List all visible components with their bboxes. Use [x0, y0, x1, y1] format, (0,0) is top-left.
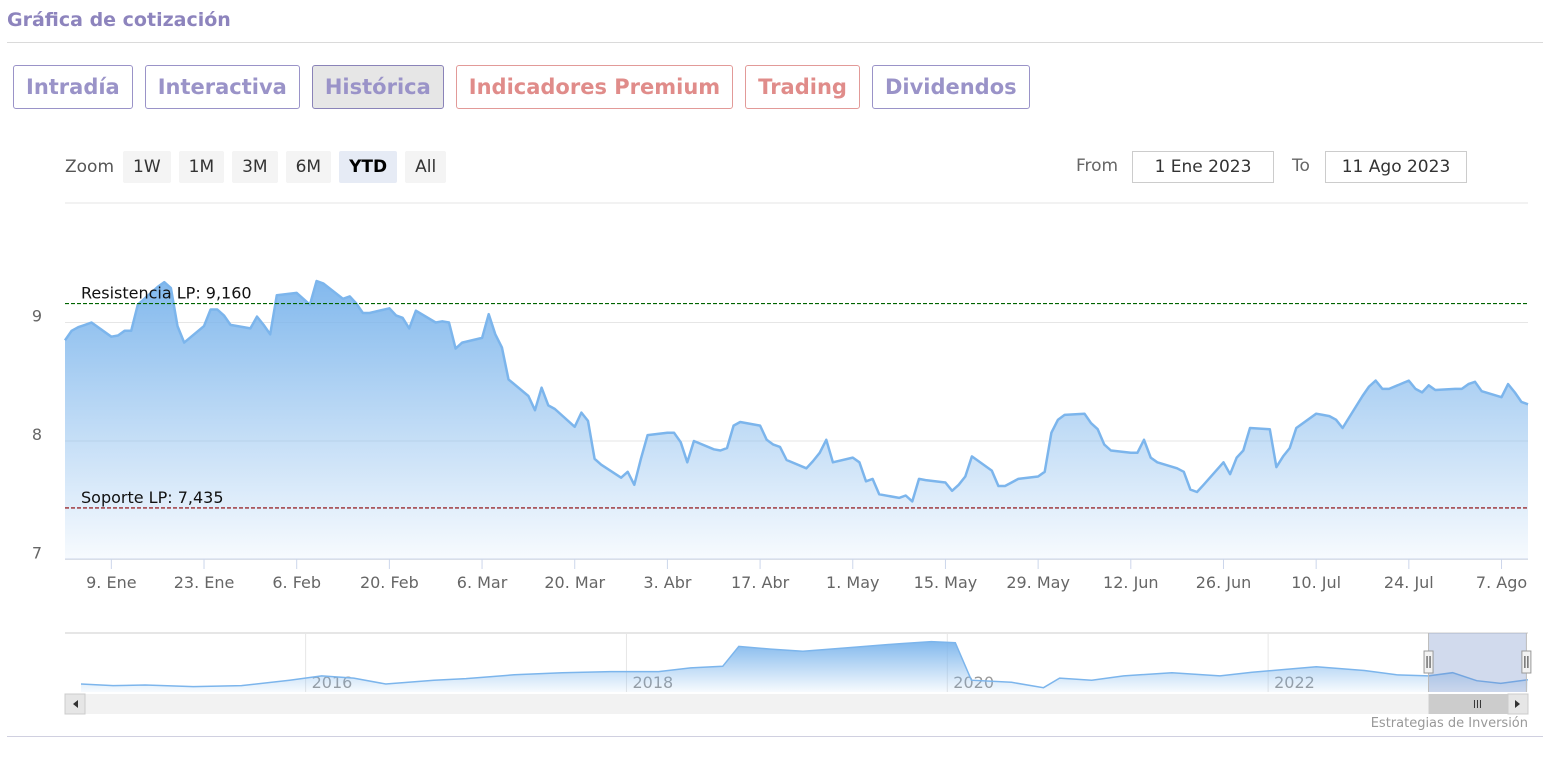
- zoom-3m-button[interactable]: 3M: [232, 151, 278, 183]
- x-tick-label: 6. Mar: [457, 573, 508, 592]
- x-tick-label: 26. Jun: [1196, 573, 1252, 592]
- tab-indicadores-premium[interactable]: Indicadores Premium: [455, 65, 734, 109]
- tab-dividendos[interactable]: Dividendos: [871, 65, 1030, 109]
- navigator-area: [81, 641, 1528, 692]
- x-tick-label: 10. Jul: [1291, 573, 1341, 592]
- from-label: From: [1076, 156, 1119, 176]
- navigator-handle[interactable]: [1521, 650, 1532, 674]
- plot-line-label: Resistencia LP: 9,160: [81, 284, 252, 303]
- tab-intradía[interactable]: Intradía: [13, 65, 133, 109]
- bottom-divider: [7, 736, 1543, 737]
- from-date-input[interactable]: 1 Ene 2023: [1132, 151, 1274, 183]
- zoom-1w-button[interactable]: 1W: [123, 151, 171, 183]
- title-divider: [7, 42, 1543, 43]
- zoom-ytd-button[interactable]: YTD: [339, 151, 398, 183]
- x-tick-label: 20. Mar: [544, 573, 605, 592]
- scroll-left-button[interactable]: [64, 693, 86, 715]
- zoom-buttons: 1W 1M 3M 6M YTD All: [123, 151, 447, 183]
- arrow-right-icon: [1515, 700, 1520, 708]
- credits-link[interactable]: Estrategias de Inversión: [1370, 716, 1528, 731]
- navigator-line: [80, 640, 1529, 689]
- arrow-left-icon: [73, 700, 78, 708]
- navigator-selection[interactable]: [1428, 633, 1527, 692]
- x-tick-label: 1. May: [826, 573, 879, 592]
- scroll-right-button[interactable]: [1507, 693, 1529, 715]
- x-tick-label: 29. May: [1006, 573, 1070, 592]
- x-tick-label: 12. Jun: [1103, 573, 1159, 592]
- price-area: [65, 281, 1528, 559]
- y-tick-label: 8: [32, 425, 42, 444]
- x-tick-label: 9. Ene: [86, 573, 136, 592]
- tab-interactiva[interactable]: Interactiva: [144, 65, 300, 109]
- x-tick-label: 23. Ene: [174, 573, 235, 592]
- x-tick-label: 3. Abr: [643, 573, 691, 592]
- y-tick-label: 7: [32, 544, 42, 563]
- chart-type-tabs: Intradía Interactiva Histórica Indicadores …: [13, 65, 1030, 109]
- scrollbar-track[interactable]: [65, 694, 1528, 714]
- zoom-all-button[interactable]: All: [405, 151, 447, 183]
- zoom-label: Zoom: [65, 157, 115, 177]
- x-tick-label: 20. Feb: [360, 573, 419, 592]
- x-tick-label: 24. Jul: [1384, 573, 1434, 592]
- price-line: [63, 279, 1529, 503]
- section-title: Gráfica de cotización: [7, 9, 231, 31]
- y-tick-label: 9: [32, 307, 42, 326]
- zoom-6m-button[interactable]: 6M: [285, 151, 332, 183]
- x-tick-label: 15. May: [914, 573, 978, 592]
- tab-trading[interactable]: Trading: [745, 65, 860, 109]
- x-tick-label: 6. Feb: [272, 573, 321, 592]
- x-tick-label: 17. Abr: [731, 573, 790, 592]
- plot-line-label: Soporte LP: 7,435: [81, 488, 224, 507]
- zoom-1m-button[interactable]: 1M: [178, 151, 225, 183]
- to-label: To: [1292, 156, 1310, 176]
- tab-histórica[interactable]: Histórica: [311, 65, 444, 109]
- x-tick-label: 7. Ago: [1476, 573, 1527, 592]
- to-date-input[interactable]: 11 Ago 2023: [1325, 151, 1467, 183]
- navigator-handle[interactable]: [1423, 650, 1434, 674]
